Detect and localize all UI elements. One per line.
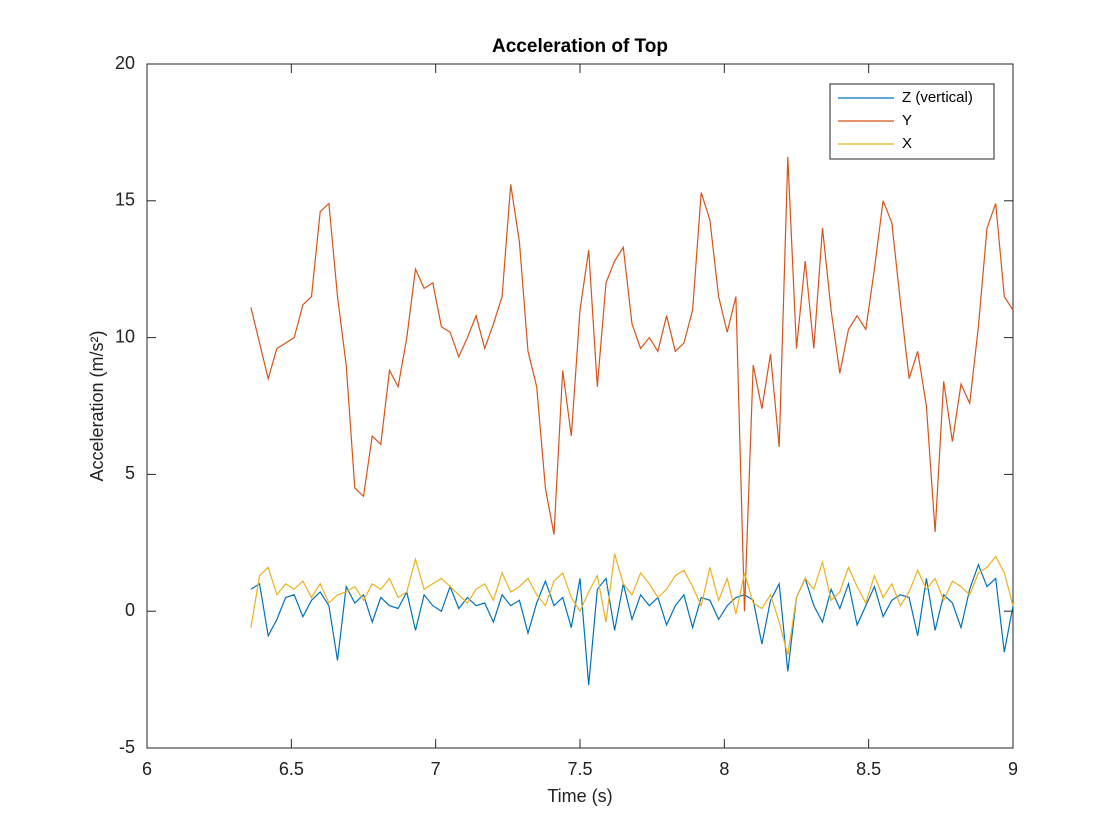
y-tick-label: 20	[115, 53, 135, 73]
y-tick-label: 15	[115, 190, 135, 210]
y-tick-label: -5	[119, 737, 135, 757]
data-line	[250, 553, 1014, 656]
plot-frame	[146, 63, 1014, 749]
x-tick-label: 8.5	[856, 759, 881, 779]
y-tick-label: 10	[115, 326, 135, 346]
y-tick-label: 0	[125, 600, 135, 620]
y-tick-label: 5	[125, 463, 135, 483]
x-tick-label: 6.5	[279, 759, 304, 779]
legend-label: Y	[902, 112, 912, 129]
y-axis-label: Acceleration (m/s²)	[87, 330, 107, 481]
x-tick-label: 8	[719, 759, 729, 779]
x-tick-label: 9	[1008, 759, 1018, 779]
data-line	[250, 156, 1014, 612]
legend-label: X	[902, 135, 912, 152]
data-line	[250, 562, 1014, 686]
x-tick-label: 7	[431, 759, 441, 779]
x-tick-label: 7.5	[567, 759, 592, 779]
x-tick-label: 6	[142, 759, 152, 779]
chart-title: Acceleration of Top	[492, 36, 668, 57]
x-axis-label: Time (s)	[547, 786, 612, 806]
legend-label: Z (vertical)	[902, 89, 973, 106]
